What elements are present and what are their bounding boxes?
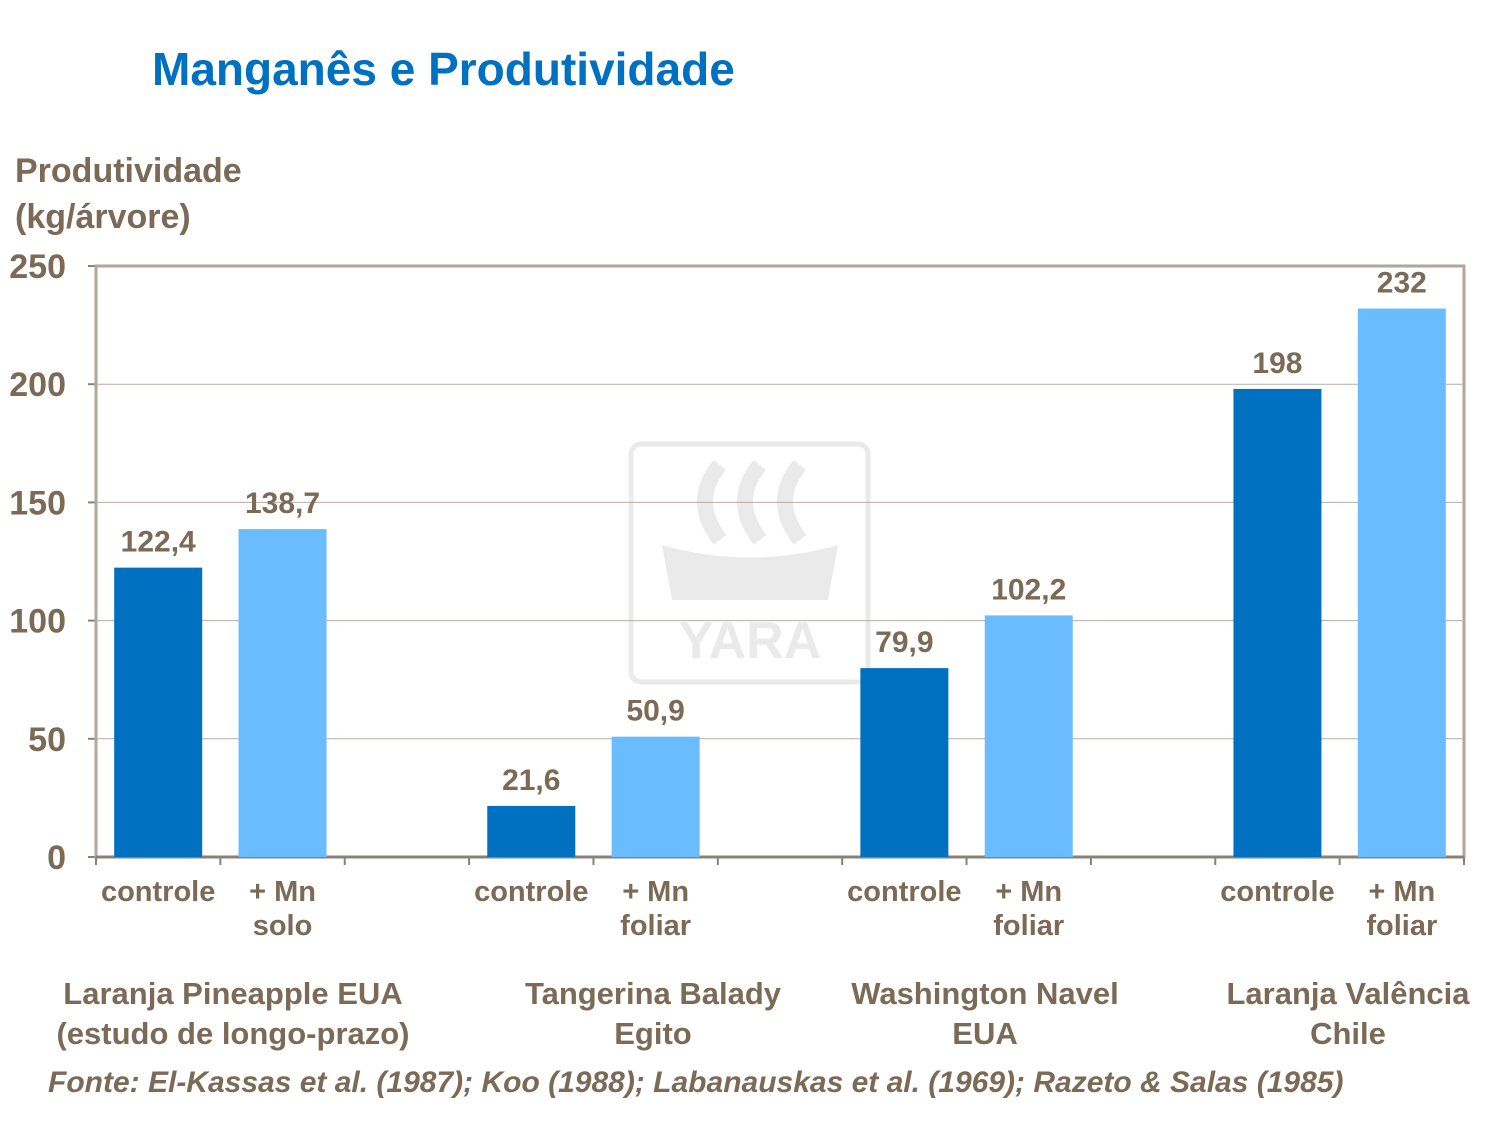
y-axis-label-line1: Produtividade <box>15 152 242 190</box>
watermark-text: YARA <box>679 612 822 670</box>
watermark-shape <box>628 441 871 685</box>
watermark-shape <box>697 459 807 545</box>
group-label-line: Laranja Pineapple EUA <box>63 976 403 1011</box>
data-label: 50,9 <box>626 695 684 728</box>
x-tick-label: controle <box>1220 876 1334 908</box>
bar-controle <box>114 567 203 857</box>
y-tick-label: 100 <box>9 603 66 641</box>
bar-controle <box>860 668 949 857</box>
data-label: 232 <box>1377 267 1427 300</box>
x-tick-label: solo <box>253 910 313 942</box>
x-tick-label: foliar <box>993 910 1064 942</box>
x-tick-label: + Mn <box>1368 876 1435 908</box>
x-tick-label: controle <box>101 876 215 908</box>
group-label-line: Chile <box>1310 1016 1386 1051</box>
data-label: 138,7 <box>245 487 320 520</box>
x-tick-label: controle <box>847 876 961 908</box>
group-label-3: Washington Navel EUA <box>775 974 1195 1054</box>
x-tick-label: + Mn <box>249 876 316 908</box>
group-label-line: Tangerina Balady <box>524 976 782 1011</box>
data-label: 102,2 <box>991 573 1066 606</box>
y-tick-label: 250 <box>9 248 66 286</box>
data-label: 79,9 <box>875 626 933 659</box>
bar-mn <box>611 736 700 857</box>
y-tick-label: 150 <box>9 484 66 522</box>
y-axis-label-line2: (kg/árvore) <box>15 198 191 236</box>
bar-controle <box>1233 388 1322 857</box>
data-label: 198 <box>1252 347 1302 380</box>
data-label: 122,4 <box>121 526 196 559</box>
chart-title: Manganês e Produtividade <box>152 43 735 95</box>
group-label-2: Tangerina Balady Egito <box>443 974 863 1054</box>
y-axis-label: Produtividade (kg/árvore) <box>15 148 242 240</box>
x-tick-label: controle <box>474 876 588 908</box>
bar-mn <box>1357 308 1446 857</box>
data-label: 21,6 <box>502 764 560 797</box>
watermark-logo: YARA <box>628 441 871 685</box>
x-tick-label: + Mn <box>995 876 1062 908</box>
bar-controle <box>487 805 576 857</box>
x-tick-label: foliar <box>620 910 691 942</box>
group-label-line: (estudo de longo-prazo) <box>56 1016 410 1051</box>
group-label-line: Laranja Valência <box>1226 976 1470 1011</box>
group-label-4: Laranja Valência Chile <box>1138 974 1501 1054</box>
y-tick-label: 50 <box>28 721 66 759</box>
y-tick-label: 0 <box>47 839 66 877</box>
group-label-line: Egito <box>614 1016 692 1051</box>
watermark-shape <box>662 545 838 600</box>
x-tick-label: + Mn <box>622 876 689 908</box>
bar-mn <box>238 529 327 857</box>
x-tick-label: foliar <box>1366 910 1437 942</box>
group-label-line: EUA <box>952 1016 1018 1051</box>
y-tick-label: 200 <box>9 366 66 404</box>
bar-mn <box>984 615 1073 857</box>
group-label-line: Washington Navel <box>851 976 1119 1011</box>
group-label-1: Laranja Pineapple EUA (estudo de longo-p… <box>23 974 443 1054</box>
source-note: Fonte: El-Kassas et al. (1987); Koo (198… <box>48 1066 1344 1099</box>
